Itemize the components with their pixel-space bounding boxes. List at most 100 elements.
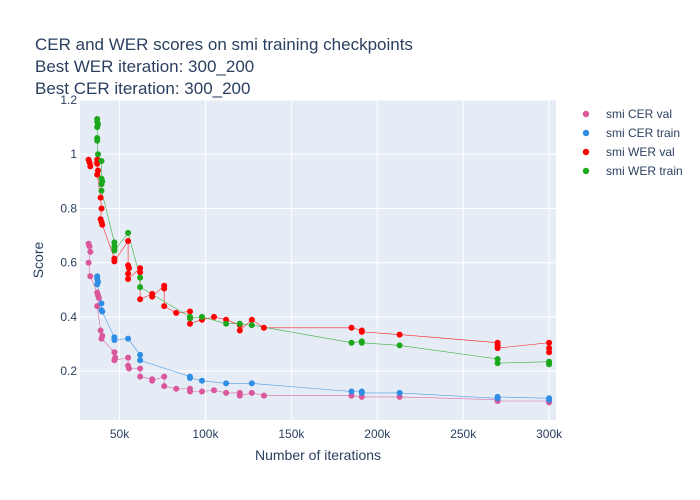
data-point-smi-wer-val[interactable] <box>125 276 132 282</box>
data-point-smi-cer-val[interactable] <box>199 388 205 395</box>
data-point-smi-cer-train[interactable] <box>94 281 101 288</box>
data-point-smi-wer-val[interactable] <box>348 324 355 331</box>
data-point-smi-wer-train[interactable] <box>98 187 105 194</box>
data-point-smi-cer-train[interactable] <box>494 393 501 400</box>
data-point-smi-wer-val[interactable] <box>126 265 132 272</box>
data-point-smi-cer-train[interactable] <box>348 388 355 395</box>
data-point-smi-wer-train[interactable] <box>98 181 105 188</box>
data-point-smi-wer-train[interactable] <box>236 320 243 327</box>
data-point-smi-cer-val[interactable] <box>137 365 144 372</box>
data-point-smi-wer-val[interactable] <box>99 221 106 228</box>
data-point-smi-cer-val[interactable] <box>111 349 118 356</box>
legend-item-smi-wer-val[interactable]: smi WER val <box>582 145 675 159</box>
data-point-smi-cer-val[interactable] <box>236 392 243 399</box>
data-point-smi-wer-val[interactable] <box>94 160 101 167</box>
data-point-smi-wer-val[interactable] <box>137 269 144 276</box>
y-tick-label: 0.4 <box>60 310 77 324</box>
data-point-smi-wer-val[interactable] <box>173 309 180 316</box>
data-point-smi-wer-val[interactable] <box>161 303 168 310</box>
data-point-smi-wer-val[interactable] <box>260 324 267 331</box>
data-point-smi-cer-val[interactable] <box>87 273 94 280</box>
data-point-smi-wer-val[interactable] <box>98 205 105 212</box>
data-point-smi-wer-train[interactable] <box>95 151 101 158</box>
data-point-smi-wer-train[interactable] <box>546 361 553 368</box>
data-point-smi-cer-val[interactable] <box>187 388 193 395</box>
data-point-smi-wer-val[interactable] <box>94 171 101 178</box>
data-point-smi-cer-val[interactable] <box>86 243 93 250</box>
data-point-smi-wer-val[interactable] <box>248 316 255 323</box>
data-point-smi-wer-train[interactable] <box>348 339 355 346</box>
data-point-smi-wer-train[interactable] <box>248 322 255 329</box>
data-point-smi-cer-train[interactable] <box>546 396 553 403</box>
data-point-smi-wer-train[interactable] <box>494 356 501 362</box>
data-point-smi-wer-val[interactable] <box>187 320 193 327</box>
data-point-smi-cer-train[interactable] <box>125 335 132 342</box>
data-point-smi-cer-val[interactable] <box>260 392 267 399</box>
data-point-smi-cer-val[interactable] <box>248 389 255 396</box>
legend-label: smi CER train <box>606 126 680 140</box>
data-point-smi-cer-train[interactable] <box>187 375 193 381</box>
data-point-smi-cer-train[interactable] <box>137 357 144 364</box>
data-point-smi-wer-val[interactable] <box>396 331 403 338</box>
data-point-smi-cer-val[interactable] <box>87 248 94 255</box>
data-point-smi-cer-train[interactable] <box>111 337 118 343</box>
data-point-smi-wer-val[interactable] <box>97 194 104 201</box>
data-point-smi-wer-train[interactable] <box>223 320 230 327</box>
data-point-smi-wer-val[interactable] <box>111 258 118 265</box>
data-point-smi-cer-train[interactable] <box>223 380 230 387</box>
data-point-smi-wer-val[interactable] <box>494 345 501 352</box>
data-point-smi-cer-val[interactable] <box>211 387 217 394</box>
data-point-smi-wer-train[interactable] <box>358 339 365 346</box>
data-point-smi-cer-val[interactable] <box>223 389 230 396</box>
data-point-smi-cer-train[interactable] <box>396 389 403 396</box>
data-point-smi-cer-val[interactable] <box>97 327 104 334</box>
data-point-smi-cer-val[interactable] <box>161 373 168 380</box>
data-point-smi-wer-val[interactable] <box>358 328 365 335</box>
data-point-smi-cer-train[interactable] <box>248 380 255 387</box>
data-point-smi-wer-train[interactable] <box>98 158 105 164</box>
data-point-smi-cer-val[interactable] <box>173 385 180 392</box>
data-point-smi-wer-val[interactable] <box>149 293 156 300</box>
legend-item-smi-wer-train[interactable]: smi WER train <box>582 164 683 178</box>
data-point-smi-cer-val[interactable] <box>94 303 101 310</box>
data-point-smi-wer-val[interactable] <box>546 345 553 352</box>
data-point-smi-wer-train[interactable] <box>494 360 501 367</box>
data-point-smi-wer-val[interactable] <box>161 285 168 292</box>
data-point-smi-cer-val[interactable] <box>149 377 156 384</box>
data-point-smi-wer-train[interactable] <box>137 274 144 281</box>
data-point-smi-wer-val[interactable] <box>236 327 243 334</box>
data-point-smi-cer-val[interactable] <box>98 335 105 342</box>
data-point-smi-wer-train[interactable] <box>111 247 118 254</box>
data-point-smi-cer-val[interactable] <box>161 383 168 390</box>
data-point-smi-wer-val[interactable] <box>125 270 132 277</box>
data-point-smi-cer-train[interactable] <box>137 351 144 358</box>
legend-item-smi-cer-train[interactable]: smi CER train <box>582 126 680 140</box>
data-point-smi-wer-train[interactable] <box>94 124 101 131</box>
data-point-smi-wer-val[interactable] <box>211 313 217 320</box>
data-point-smi-cer-val[interactable] <box>95 295 102 301</box>
data-point-smi-wer-val[interactable] <box>87 163 94 170</box>
data-point-smi-cer-val[interactable] <box>125 354 132 361</box>
data-point-smi-cer-val[interactable] <box>111 357 118 364</box>
data-point-smi-wer-train[interactable] <box>125 229 132 236</box>
data-point-smi-cer-train[interactable] <box>358 389 365 396</box>
data-point-smi-wer-train[interactable] <box>187 315 193 322</box>
data-point-smi-wer-val[interactable] <box>187 308 193 315</box>
data-point-smi-wer-val[interactable] <box>137 265 144 272</box>
data-point-smi-cer-val[interactable] <box>126 365 132 372</box>
data-point-smi-cer-val[interactable] <box>137 373 144 380</box>
data-point-smi-wer-val[interactable] <box>137 296 144 303</box>
data-point-smi-wer-train[interactable] <box>396 342 403 349</box>
data-point-smi-wer-train[interactable] <box>137 284 144 291</box>
data-point-smi-cer-train[interactable] <box>98 307 105 314</box>
legend-item-smi-cer-val[interactable]: smi CER val <box>582 107 672 121</box>
data-point-smi-cer-train[interactable] <box>199 377 205 384</box>
data-point-smi-cer-val[interactable] <box>348 392 355 399</box>
data-point-smi-wer-val[interactable] <box>125 238 132 244</box>
data-point-smi-wer-train[interactable] <box>94 137 101 144</box>
data-point-smi-cer-val[interactable] <box>85 259 92 266</box>
data-point-smi-wer-val[interactable] <box>546 349 553 356</box>
data-point-smi-wer-val[interactable] <box>546 339 553 346</box>
data-point-smi-cer-train[interactable] <box>98 300 105 307</box>
data-point-smi-wer-train[interactable] <box>199 313 205 320</box>
